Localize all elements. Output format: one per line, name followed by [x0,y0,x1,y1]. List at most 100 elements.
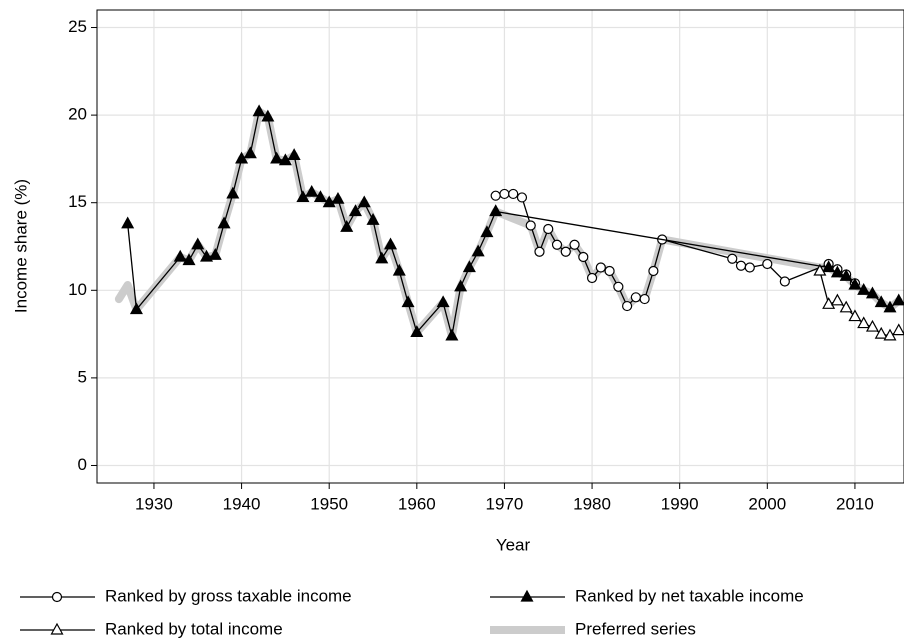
marker [182,253,196,266]
marker [287,148,301,161]
marker [375,251,389,264]
marker [892,323,904,336]
x-tick-label: 1950 [310,494,348,513]
x-tick-label: 1970 [486,494,524,513]
marker [892,293,904,306]
marker [560,246,571,257]
marker [516,192,528,203]
legend-item: Ranked by net taxable income [490,586,804,605]
marker [779,276,790,287]
marker [525,220,536,231]
marker [874,326,888,339]
marker [569,239,580,250]
x-tick-label: 1990 [661,494,699,513]
marker [874,295,888,308]
y-axis-title: Income share (%) [11,179,30,313]
marker [839,269,853,281]
y-tick-label: 10 [68,280,87,299]
marker [622,300,633,312]
marker [480,225,494,238]
marker [520,589,534,602]
marker [305,184,319,197]
marker [543,223,554,235]
marker [630,292,641,303]
y-tick-label: 20 [68,105,87,124]
legend-label: Ranked by net taxable income [575,586,804,605]
marker [348,204,362,217]
marker [848,277,862,290]
marker [735,260,747,271]
marker [366,212,380,225]
marker [357,195,371,208]
marker [252,104,266,117]
plot-frame [96,9,904,484]
legend-item: Ranked by gross taxable income [20,586,352,605]
marker [489,204,503,217]
marker [270,151,284,164]
marker [445,328,459,341]
marker [822,297,836,309]
marker [462,260,476,273]
x-tick-label: 2010 [836,494,874,513]
y-tick-label: 0 [78,455,87,474]
marker [384,237,398,250]
x-tick-label: 1960 [398,494,436,513]
marker [217,216,231,229]
marker [830,293,844,306]
legend-label: Preferred series [575,619,696,638]
marker [261,109,275,122]
marker [839,300,853,313]
marker [762,258,773,270]
marker [471,244,485,257]
marker [534,246,545,257]
marker [313,190,327,203]
x-tick-label: 1980 [573,494,611,513]
legend-item: Preferred series [490,619,696,638]
marker [848,309,862,322]
legend-label: Ranked by total income [105,619,283,638]
marker [173,249,187,262]
marker [410,325,424,337]
marker [51,591,63,603]
x-tick-label: 2000 [748,494,786,513]
marker [121,216,135,229]
y-tick-label: 5 [78,367,87,386]
marker [586,272,598,284]
marker [129,302,143,315]
x-tick-label: 1930 [135,494,173,513]
marker [857,283,871,295]
marker [883,300,897,313]
marker [813,263,827,276]
x-tick-label: 1940 [223,494,261,513]
plot-area [97,10,904,483]
marker [331,191,345,204]
marker [822,260,836,273]
marker [648,265,659,277]
marker [454,279,468,292]
marker [499,188,510,200]
marker [243,146,257,159]
marker [208,248,222,260]
marker [226,186,240,199]
x-axis-title: Year [496,535,531,554]
marker [392,263,406,276]
y-tick-label: 15 [68,192,87,211]
marker [613,281,624,292]
marker [744,262,755,273]
y-tick-label: 25 [68,17,87,36]
legend-label: Ranked by gross taxable income [105,586,352,605]
marker [508,188,519,200]
marker [551,239,563,250]
marker [436,295,450,308]
marker [191,237,205,250]
marker [865,319,879,332]
legend-item: Ranked by total income [20,619,283,638]
marker [578,251,589,263]
marker [830,265,844,278]
marker [865,286,879,299]
marker [595,262,606,273]
marker [322,195,336,208]
marker [857,316,871,329]
